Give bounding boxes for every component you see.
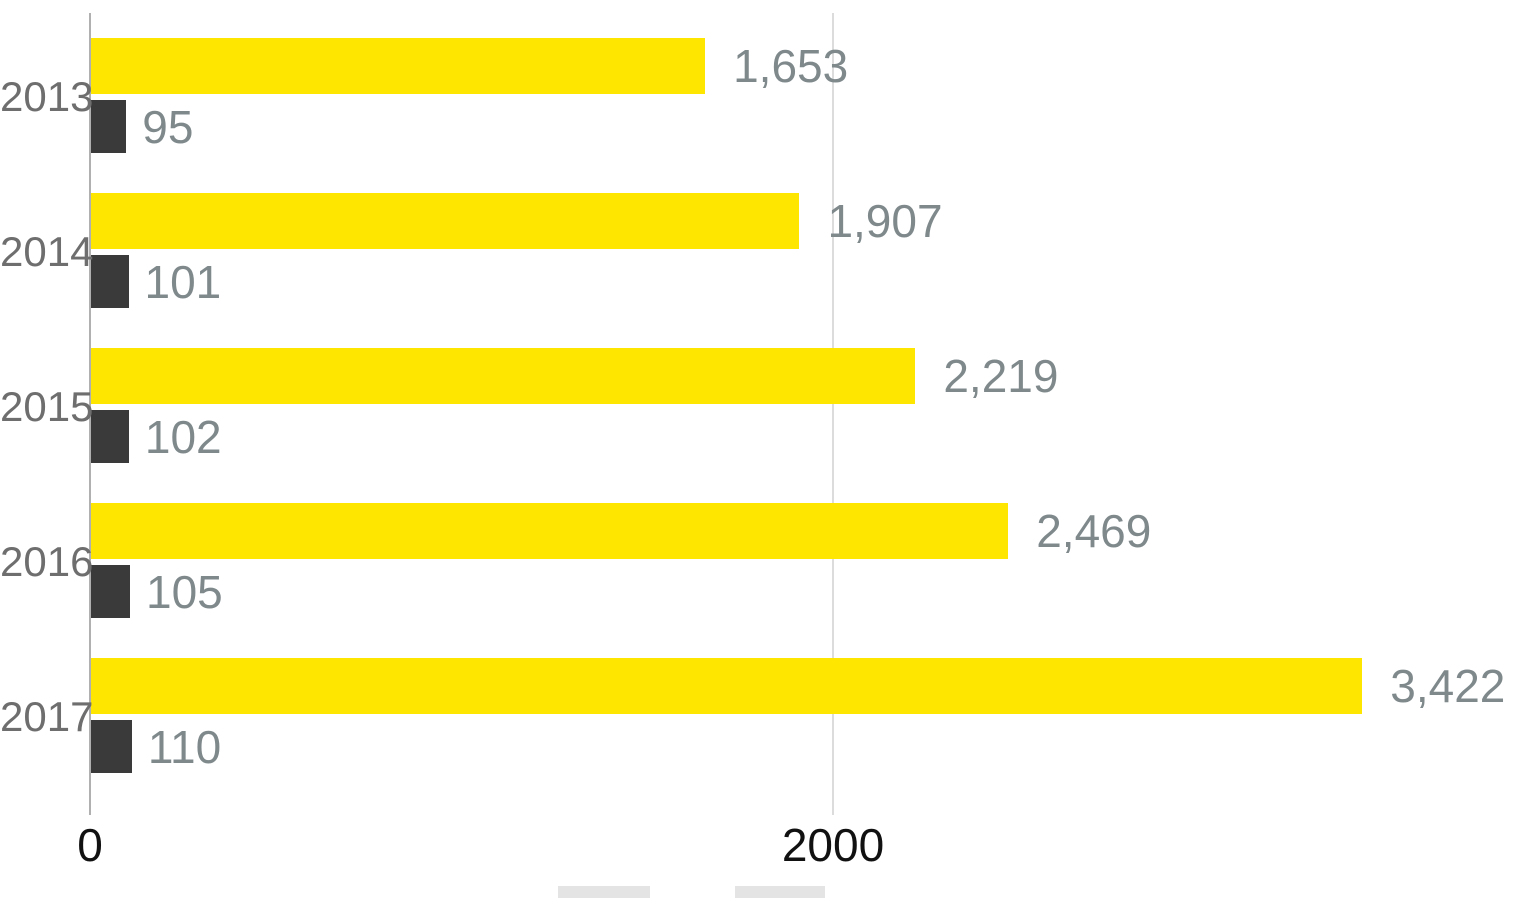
category-label-2014: 2014 [0, 228, 94, 275]
x-tick-label-2000: 2000 [781, 819, 885, 871]
legend-swatch-1 [558, 886, 650, 898]
value-label-yellow-2016: 2,469 [1036, 505, 1152, 557]
gridline-2000 [832, 13, 834, 815]
bar-yellow-2013 [91, 38, 706, 94]
bar-yellow-2017 [91, 658, 1363, 714]
category-label-2013: 2013 [0, 73, 94, 120]
bar-dark-2014 [91, 255, 129, 308]
bar-dark-2015 [91, 410, 129, 463]
value-label-yellow-2014: 1,907 [827, 195, 943, 247]
bar-yellow-2016 [91, 503, 1009, 559]
category-label-2015: 2015 [0, 383, 94, 430]
value-label-dark-2015: 102 [144, 410, 222, 463]
value-label-yellow-2015: 2,219 [943, 350, 1059, 402]
bar-dark-2016 [91, 565, 130, 618]
bar-yellow-2015 [91, 348, 916, 404]
category-label-2016: 2016 [0, 538, 94, 585]
value-label-dark-2016: 105 [146, 565, 223, 618]
value-label-dark-2017: 110 [147, 720, 222, 773]
legend-swatch-2 [735, 886, 825, 898]
value-label-dark-2013: 95 [142, 100, 194, 153]
bar-dark-2013 [91, 100, 127, 153]
value-label-yellow-2013: 1,653 [733, 40, 849, 92]
x-tick-label-0: 0 [77, 819, 103, 871]
value-label-yellow-2017: 3,422 [1390, 660, 1506, 712]
y-axis-line [89, 13, 91, 815]
value-label-dark-2014: 101 [144, 255, 222, 308]
bar-yellow-2014 [91, 193, 800, 249]
category-label-2017: 2017 [0, 693, 94, 740]
bar-dark-2017 [91, 720, 132, 773]
